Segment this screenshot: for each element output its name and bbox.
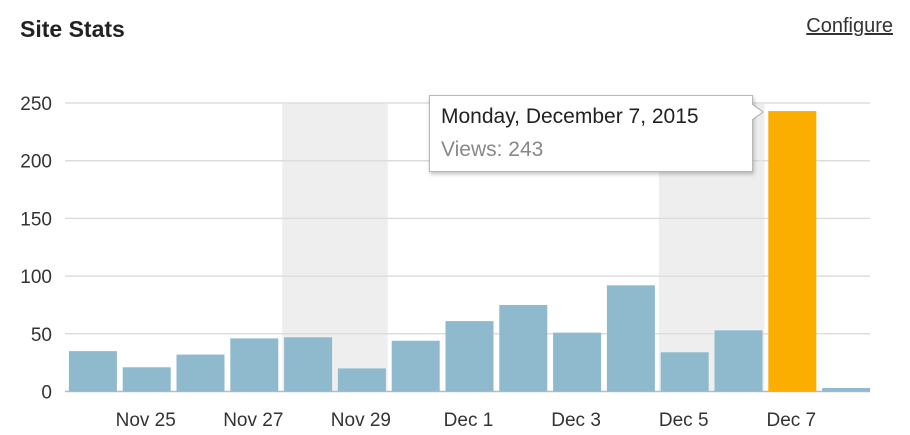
bar bbox=[337, 368, 386, 392]
bar-tooltip: Monday, December 7, 2015 Views: 243 bbox=[429, 95, 764, 172]
bar bbox=[445, 321, 494, 392]
x-tick-label: Dec 1 bbox=[444, 410, 494, 431]
bar bbox=[391, 340, 440, 392]
bar bbox=[822, 388, 871, 392]
bar bbox=[553, 332, 602, 392]
bar bbox=[176, 354, 225, 392]
y-tick-label: 200 bbox=[20, 152, 52, 173]
widget-title: Site Stats bbox=[20, 16, 125, 42]
y-tick-label: 50 bbox=[31, 325, 52, 346]
y-tick-label: 250 bbox=[20, 94, 52, 115]
y-tick-label: 0 bbox=[41, 383, 52, 404]
y-tick-label: 150 bbox=[20, 209, 52, 230]
bar bbox=[68, 351, 117, 392]
x-tick-label: Dec 3 bbox=[551, 410, 601, 431]
y-axis-ticks: 0 50 100 150 200 250 bbox=[20, 94, 52, 404]
bar-highlighted bbox=[768, 111, 817, 392]
x-tick-label: Dec 5 bbox=[659, 410, 709, 431]
x-tick-label: Nov 29 bbox=[331, 410, 391, 431]
bar bbox=[499, 304, 548, 392]
bar bbox=[660, 352, 709, 392]
tooltip-arrow bbox=[751, 104, 762, 120]
bar bbox=[606, 285, 655, 392]
x-tick-label: Nov 27 bbox=[223, 410, 283, 431]
tooltip-views: Views: 243 bbox=[441, 138, 544, 161]
bar-series bbox=[68, 111, 871, 392]
y-tick-label: 100 bbox=[20, 267, 52, 288]
bar bbox=[230, 338, 279, 392]
x-axis-ticks: Nov 25 Nov 27 Nov 29 Dec 1 Dec 3 Dec 5 Dec 7 bbox=[116, 410, 817, 431]
bar bbox=[122, 367, 171, 392]
tooltip-date: Monday, December 7, 2015 bbox=[441, 105, 699, 128]
bar bbox=[284, 337, 333, 392]
x-tick-label: Dec 7 bbox=[766, 410, 816, 431]
configure-link[interactable]: Configure bbox=[806, 15, 893, 37]
x-tick-label: Nov 25 bbox=[116, 410, 176, 431]
bar bbox=[714, 330, 763, 392]
